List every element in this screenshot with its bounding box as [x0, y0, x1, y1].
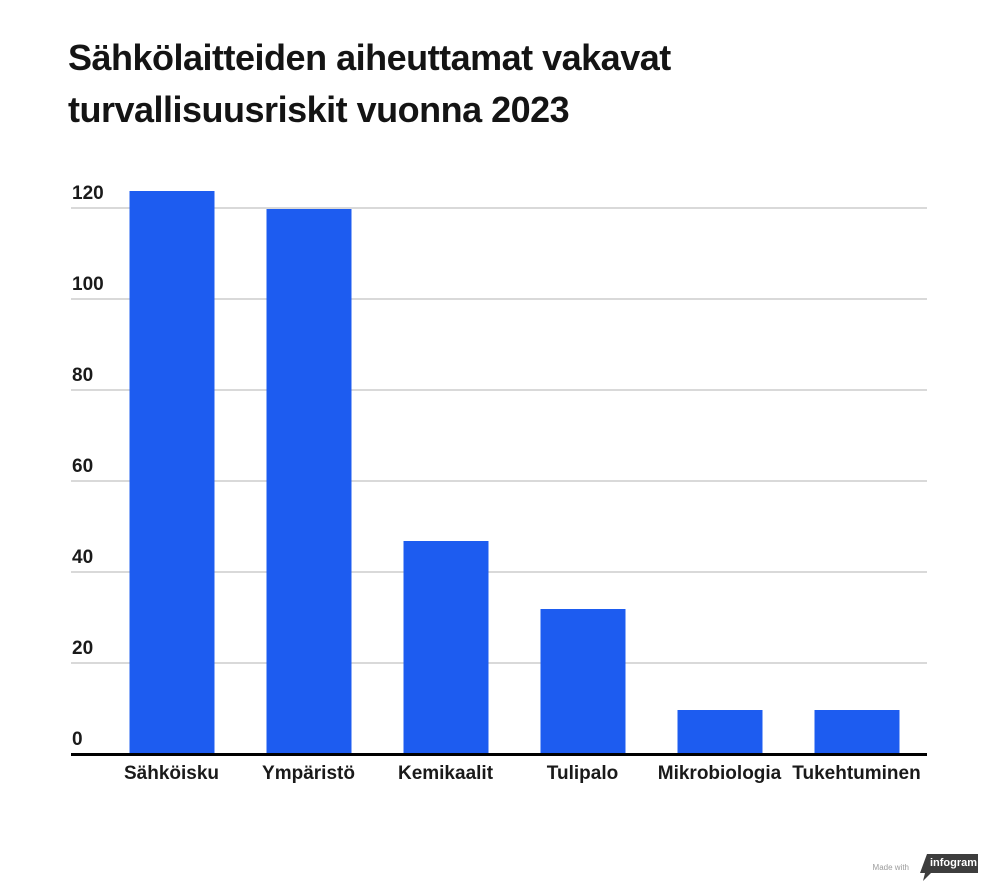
plot-area: 0 20 40 60 80 100 120 [71, 140, 927, 756]
y-tick-label: 0 [72, 729, 83, 750]
y-tick-label: 20 [72, 638, 94, 659]
category-label-tulipalo: Tulipalo [546, 763, 619, 784]
bar-row [103, 140, 925, 755]
y-tick-label: 100 [72, 274, 104, 295]
bar-mikrobiologia[interactable] [677, 709, 762, 755]
category-axis: Sähköisku Ympäristö Kemikaalit Tulipalo Mikr… [103, 763, 925, 785]
bar-tulipalo[interactable] [540, 609, 625, 755]
y-tick-label: 60 [72, 456, 94, 477]
category-label-kemikaalit: Kemikaalit [397, 763, 494, 784]
bar-kemikaalit[interactable] [403, 541, 488, 755]
made-with-label: Made with [872, 862, 909, 872]
chart-title: Sähkölaitteiden aiheuttamat vakavat turv… [68, 37, 671, 130]
y-tick-label: 120 [72, 183, 104, 204]
gridline [71, 298, 927, 300]
gridline [71, 571, 927, 573]
category-label-mikrobiologia: Mikrobiologia [657, 763, 782, 784]
bar-slot [651, 140, 788, 755]
category-label-tukehtuminen: Tukehtuminen [792, 763, 921, 784]
bar-slot [103, 140, 240, 755]
bar-ympäristö[interactable] [266, 209, 351, 755]
gridline [71, 480, 927, 482]
watermark: Made with infogram [873, 854, 978, 881]
gridline [71, 662, 927, 664]
y-tick-label: 80 [72, 365, 94, 386]
bar-tukehtuminen[interactable] [814, 709, 899, 755]
gridline [71, 207, 927, 209]
bar-sähköisku[interactable] [129, 190, 214, 755]
infogram-logo-text: infogram [929, 857, 978, 869]
bar-slot [514, 140, 651, 755]
category-label-ympäristö: Ympäristö [262, 763, 355, 784]
x-axis-line [71, 753, 927, 756]
bar-slot [240, 140, 377, 755]
infogram-badge[interactable]: infogram [920, 854, 978, 881]
bar-slot [788, 140, 925, 755]
y-tick-label: 40 [72, 547, 94, 568]
bar-slot [377, 140, 514, 755]
category-label-sähköisku: Sähköisku [123, 763, 220, 784]
gridline [71, 389, 927, 391]
